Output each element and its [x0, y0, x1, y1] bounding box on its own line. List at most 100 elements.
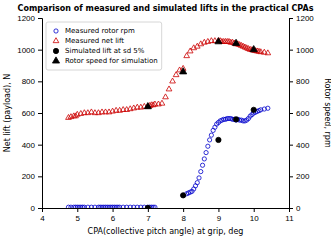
- tick: 400: [289, 141, 310, 150]
- point: [250, 46, 257, 52]
- tick: 200: [289, 172, 310, 181]
- marks: [66, 38, 271, 208]
- y2-label: Rotor speed, rpm: [323, 78, 331, 148]
- point: [181, 193, 185, 197]
- chart: 4567891011020040060080010001200020040060…: [0, 0, 331, 238]
- legend-symbol: [53, 48, 58, 53]
- tick-label: 600: [296, 109, 310, 118]
- x-axis: 4567891011: [40, 208, 294, 223]
- x-label: CPA(collective pitch angle) at grip, deg: [88, 227, 244, 236]
- tick: 200: [22, 172, 42, 181]
- tick: 4: [40, 208, 45, 223]
- tick-label: 10: [250, 214, 259, 223]
- tick-mark: [38, 81, 42, 82]
- tick-label: 1200: [296, 14, 314, 23]
- tick-label: 1000: [17, 46, 35, 55]
- tick-mark: [38, 208, 42, 209]
- point: [207, 138, 211, 142]
- tick-mark: [289, 208, 293, 209]
- tick-label: 6: [111, 214, 116, 223]
- tick-mark: [38, 18, 42, 19]
- title: Comparison of measured and simulated lif…: [18, 4, 314, 13]
- point: [233, 117, 238, 122]
- point: [215, 38, 222, 44]
- series: [145, 107, 256, 208]
- tick-label: 9: [217, 214, 222, 223]
- tick-label: 0: [296, 204, 301, 213]
- tick: 600: [289, 109, 310, 118]
- tick-mark: [254, 208, 255, 212]
- legend-box: [46, 22, 162, 70]
- tick: 11: [285, 208, 294, 223]
- tick-label: 4: [40, 214, 45, 223]
- tick-label: 400: [296, 141, 310, 150]
- point: [266, 106, 270, 110]
- tick: 800: [22, 77, 42, 86]
- point: [187, 48, 193, 53]
- legend-label: Simulated lift at sd 5%: [65, 47, 145, 55]
- tick-mark: [148, 208, 149, 212]
- tick: 800: [289, 77, 310, 86]
- tick-label: 1200: [17, 14, 35, 23]
- point: [251, 107, 256, 112]
- tick: 1000: [17, 46, 42, 55]
- point: [145, 205, 150, 208]
- point: [265, 50, 271, 55]
- point: [153, 205, 157, 208]
- series: [66, 38, 271, 120]
- legend-symbol: [54, 29, 58, 33]
- tick: 0: [289, 204, 301, 213]
- point: [159, 100, 165, 105]
- point: [170, 78, 176, 83]
- axis-line: [43, 209, 290, 213]
- tick-label: 600: [22, 109, 36, 118]
- point: [163, 94, 169, 99]
- tick-mark: [183, 208, 184, 212]
- legend-symbol: [53, 38, 59, 43]
- legend: Measured rotor rpm Measured net lift Simul…: [46, 22, 162, 70]
- point: [216, 137, 221, 142]
- point: [233, 39, 240, 45]
- tick: 5: [76, 208, 81, 223]
- tick: 10: [250, 208, 259, 223]
- tick-mark: [77, 208, 78, 212]
- tick: 600: [22, 109, 42, 118]
- point: [144, 103, 151, 109]
- y-axis: 0 200 400 600 800 1000 1200: [17, 14, 42, 213]
- point: [173, 72, 179, 77]
- point: [184, 53, 190, 58]
- plot: 4567891011020040060080010001200020040060…: [17, 14, 314, 223]
- tick-mark: [289, 145, 293, 146]
- tick: 1200: [289, 14, 314, 23]
- point: [200, 163, 204, 167]
- series: [66, 106, 270, 208]
- point: [195, 181, 199, 185]
- tick: 8: [181, 208, 186, 223]
- tick-mark: [38, 50, 42, 51]
- tick-mark: [289, 176, 293, 177]
- tick-mark: [38, 145, 42, 146]
- tick: 0: [31, 204, 42, 213]
- tick-label: 1000: [296, 46, 314, 55]
- tick-label: 400: [22, 141, 36, 150]
- point: [180, 193, 185, 198]
- legend-label: Measured rotor rpm: [65, 27, 135, 35]
- axis-line: [38, 19, 43, 209]
- tick-mark: [289, 18, 293, 19]
- tick-label: 200: [296, 172, 310, 181]
- tick-mark: [113, 208, 114, 212]
- tick-label: 0: [31, 204, 36, 213]
- point: [204, 150, 208, 154]
- y2-axis: 0 200 400 600 800 1000 1200: [289, 14, 314, 213]
- tick: 9: [217, 208, 222, 223]
- tick-label: 200: [22, 172, 36, 181]
- point: [202, 157, 206, 161]
- point: [199, 169, 203, 173]
- tick-label: 11: [285, 214, 294, 223]
- tick-mark: [38, 113, 42, 114]
- point: [209, 133, 213, 137]
- legend-label: Measured net lift: [65, 37, 124, 45]
- point: [261, 49, 267, 54]
- point: [166, 86, 172, 91]
- tick-mark: [289, 81, 293, 82]
